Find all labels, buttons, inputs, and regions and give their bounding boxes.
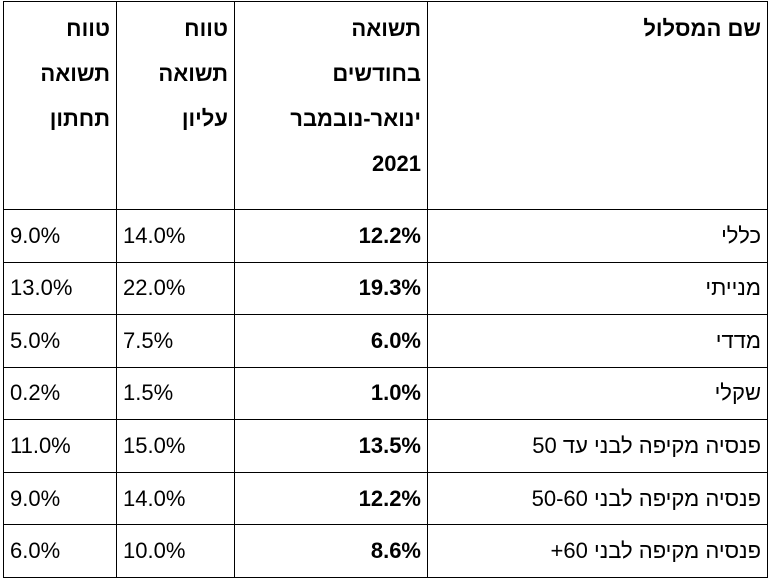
lower-range-value: 6.0%: [3, 524, 117, 578]
table-row: מדדי 6.0% 7.5% 5.0%: [3, 314, 768, 368]
lower-range-value: 0.2%: [3, 366, 117, 421]
return-value: 19.3%: [234, 261, 428, 316]
return-value: 12.2%: [234, 209, 428, 263]
upper-range-value: 10.0%: [116, 524, 235, 578]
track-name: מנייתי: [427, 261, 768, 316]
header-upper-range: טווח תשואה עליון: [116, 1, 235, 210]
return-value: 1.0%: [234, 366, 428, 421]
lower-range-value: 11.0%: [3, 419, 117, 473]
header-track-name: שם המסלול: [427, 1, 768, 210]
track-name: מדדי: [427, 314, 768, 368]
lower-range-value: 9.0%: [3, 471, 117, 526]
table-row: פנסיה מקיפה לבני 60+ 8.6% 10.0% 6.0%: [3, 524, 768, 578]
upper-range-value: 22.0%: [116, 261, 235, 316]
returns-table: שם המסלול תשואה בחודשים ינואר-נובמבר 202…: [3, 1, 768, 578]
header-return: תשואה בחודשים ינואר-נובמבר 2021: [234, 1, 428, 210]
table-row: פנסיה מקיפה לבני עד 50 13.5% 15.0% 11.0%: [3, 419, 768, 473]
table-row: שקלי 1.0% 1.5% 0.2%: [3, 366, 768, 421]
track-name: שקלי: [427, 366, 768, 421]
track-name: פנסיה מקיפה לבני 50-60: [427, 471, 768, 526]
upper-range-value: 15.0%: [116, 419, 235, 473]
lower-range-value: 13.0%: [3, 261, 117, 316]
upper-range-value: 14.0%: [116, 209, 235, 263]
track-name: פנסיה מקיפה לבני עד 50: [427, 419, 768, 473]
upper-range-value: 14.0%: [116, 471, 235, 526]
track-name: פנסיה מקיפה לבני 60+: [427, 524, 768, 578]
table-row: כללי 12.2% 14.0% 9.0%: [3, 209, 768, 263]
table-row: פנסיה מקיפה לבני 50-60 12.2% 14.0% 9.0%: [3, 471, 768, 526]
lower-range-value: 5.0%: [3, 314, 117, 368]
header-row: שם המסלול תשואה בחודשים ינואר-נובמבר 202…: [3, 1, 768, 210]
table-row: מנייתי 19.3% 22.0% 13.0%: [3, 261, 768, 316]
track-name: כללי: [427, 209, 768, 263]
return-value: 13.5%: [234, 419, 428, 473]
upper-range-value: 7.5%: [116, 314, 235, 368]
lower-range-value: 9.0%: [3, 209, 117, 263]
return-value: 12.2%: [234, 471, 428, 526]
return-value: 8.6%: [234, 524, 428, 578]
return-value: 6.0%: [234, 314, 428, 368]
header-lower-range: טווח תשואה תחתון: [3, 1, 117, 210]
upper-range-value: 1.5%: [116, 366, 235, 421]
